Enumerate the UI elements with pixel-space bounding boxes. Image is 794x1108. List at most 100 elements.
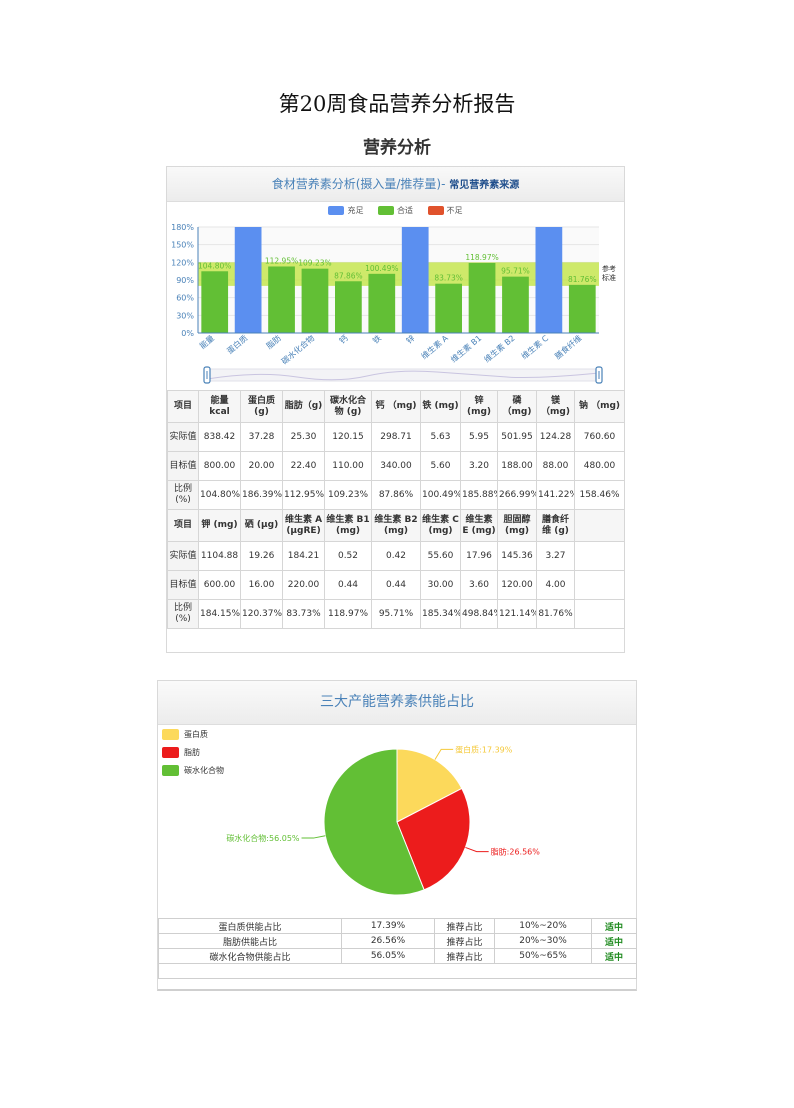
row-label: 目标值 xyxy=(167,570,199,600)
table-cell: 锌 (mg) xyxy=(460,390,498,423)
pie-legend-swatch-fat xyxy=(162,747,179,758)
bar-data-label: 112.95% xyxy=(265,256,298,265)
row-label: 比例 (%) xyxy=(167,599,199,629)
table-cell: 50%~65% xyxy=(494,948,592,964)
table-cell: 16.00 xyxy=(240,570,283,600)
legend-swatch-suitable xyxy=(378,206,394,215)
bar-data-label: 118.97% xyxy=(465,253,498,262)
x-tick-label: 蛋白质 xyxy=(225,333,250,356)
legend-item-insufficient[interactable]: 不足 xyxy=(427,205,463,216)
table-cell: 55.60 xyxy=(420,541,461,571)
energy-ratio-table: 蛋白质供能占比 17.39% 推荐占比 10%~20% 适中 脂肪供能占比 26.56% 推荐… xyxy=(158,918,637,979)
bar-data-label: 87.86% xyxy=(334,271,363,280)
row-label: 比例 (%) xyxy=(167,480,199,510)
bar-11 xyxy=(568,284,596,333)
x-tick-label: 脂肪 xyxy=(264,333,283,351)
pie-legend-swatch-protein xyxy=(162,729,179,740)
x-tick-label: 碳水化合物 xyxy=(279,333,316,366)
table-cell: 0.44 xyxy=(324,570,372,600)
zoom-sparkline xyxy=(206,370,600,381)
legend-label-insufficient: 不足 xyxy=(446,206,463,215)
x-tick-label: 维生素 A xyxy=(419,333,450,362)
legend-swatch-sufficient xyxy=(328,206,345,215)
table-cell: 185.88% xyxy=(460,480,498,510)
legend-item-suitable[interactable]: 合适 xyxy=(378,205,413,216)
table-cell: 0.52 xyxy=(324,541,372,571)
table-cell xyxy=(574,599,625,629)
table-cell: 维生素 B2 (mg) xyxy=(371,509,421,542)
table-cell: 钾 (mg) xyxy=(198,509,241,542)
pie-legend-item-carb[interactable]: 碳水化合物 xyxy=(162,765,224,783)
table-cell: 脂肪供能占比 xyxy=(158,933,342,949)
table-cell: 185.34% xyxy=(420,599,461,629)
y-tick-label: 0% xyxy=(181,329,194,338)
table-row: 比例 (%) 184.15% 120.37% 83.73% 118.97% 95.71% 1… xyxy=(167,599,625,629)
table-cell: 118.97% xyxy=(324,599,372,629)
bar-data-label: 83.73% xyxy=(434,274,463,283)
bar-9 xyxy=(502,276,529,333)
table-cell: 184.15% xyxy=(198,599,241,629)
table-cell: 838.42 xyxy=(198,422,241,452)
pie-legend-label-fat: 脂肪 xyxy=(184,748,200,757)
table-cell: 0.42 xyxy=(371,541,421,571)
table-cell: 20.00 xyxy=(240,451,283,481)
x-tick-label: 膳食纤维 xyxy=(553,333,584,361)
table-cell: 120.15 xyxy=(324,422,372,452)
bar-5 xyxy=(368,273,396,333)
bar-data-label: 81.76% xyxy=(568,275,597,284)
reference-band xyxy=(198,262,599,286)
table-cell: 钙 （mg) xyxy=(371,390,421,423)
bar-data-label: 109.23% xyxy=(298,259,331,268)
legend-label-suitable: 合适 xyxy=(397,206,413,215)
pie-legend-label-carb: 碳水化合物 xyxy=(184,766,224,775)
table-cell: 30.00 xyxy=(420,570,461,600)
y-tick-label: 60% xyxy=(176,294,194,303)
table-cell: 100.49% xyxy=(420,480,461,510)
table-cell: 17.39% xyxy=(341,918,435,934)
legend-swatch-insufficient xyxy=(427,206,444,215)
bar-panel-header: 食材营养素分析(摄入量/推荐量)- 常见营养素来源 xyxy=(167,167,624,202)
table-cell: 186.39% xyxy=(240,480,283,510)
table-cell: 维生素 A (µgRE) xyxy=(282,509,325,542)
table-cell xyxy=(158,963,637,979)
row-label: 实际值 xyxy=(167,422,199,452)
legend-item-sufficient[interactable]: 充足 xyxy=(328,205,363,216)
table-cell xyxy=(574,541,625,571)
table-cell: 3.20 xyxy=(460,451,498,481)
table-row: 比例 (%) 104.80% 186.39% 112.95% 109.23% 87.86%… xyxy=(167,480,625,510)
pie-legend-item-protein[interactable]: 蛋白质 xyxy=(162,729,224,747)
table-cell: 800.00 xyxy=(198,451,241,481)
table-cell: 120.00 xyxy=(497,570,537,600)
bar-1 xyxy=(234,227,262,333)
table-cell: 铁 (mg) xyxy=(420,390,461,423)
table-cell: 109.23% xyxy=(324,480,372,510)
table-cell: 145.36 xyxy=(497,541,537,571)
table-cell: 760.60 xyxy=(574,422,625,452)
table-row: 实际值 838.42 37.28 25.30 120.15 298.71 5.63 5.95 5… xyxy=(167,422,625,452)
table-cell: 维生素 B1 (mg) xyxy=(324,509,372,542)
x-tick-label: 能量 xyxy=(197,333,216,351)
table-cell: 推荐占比 xyxy=(434,948,495,964)
x-tick-label: 维生素 B2 xyxy=(482,333,517,365)
table-cell: 188.00 xyxy=(497,451,537,481)
row-label: 项目 xyxy=(167,390,199,423)
table-cell: 推荐占比 xyxy=(434,918,495,934)
table-cell: 硒 (µg) xyxy=(240,509,283,542)
table-cell: 25.30 xyxy=(282,422,325,452)
table-cell: 10%~20% xyxy=(494,918,592,934)
section-title: 营养分析 xyxy=(363,138,431,158)
table-cell: 95.71% xyxy=(371,599,421,629)
table-cell: 184.21 xyxy=(282,541,325,571)
table-cell: 121.14% xyxy=(497,599,537,629)
table-cell: 112.95% xyxy=(282,480,325,510)
pie-legend-item-fat[interactable]: 脂肪 xyxy=(162,747,224,765)
bar-data-label: 95.71% xyxy=(501,267,530,276)
bar-4 xyxy=(335,281,362,333)
pie-label-line xyxy=(434,748,454,760)
bar-panel-title-note: 常见营养素来源 xyxy=(449,180,520,191)
table-cell: 17.96 xyxy=(460,541,498,571)
table-cell: 碳水化合物供能占比 xyxy=(158,948,342,964)
table-cell: 胆固醇 (mg) xyxy=(497,509,537,542)
table-cell: 5.60 xyxy=(420,451,461,481)
